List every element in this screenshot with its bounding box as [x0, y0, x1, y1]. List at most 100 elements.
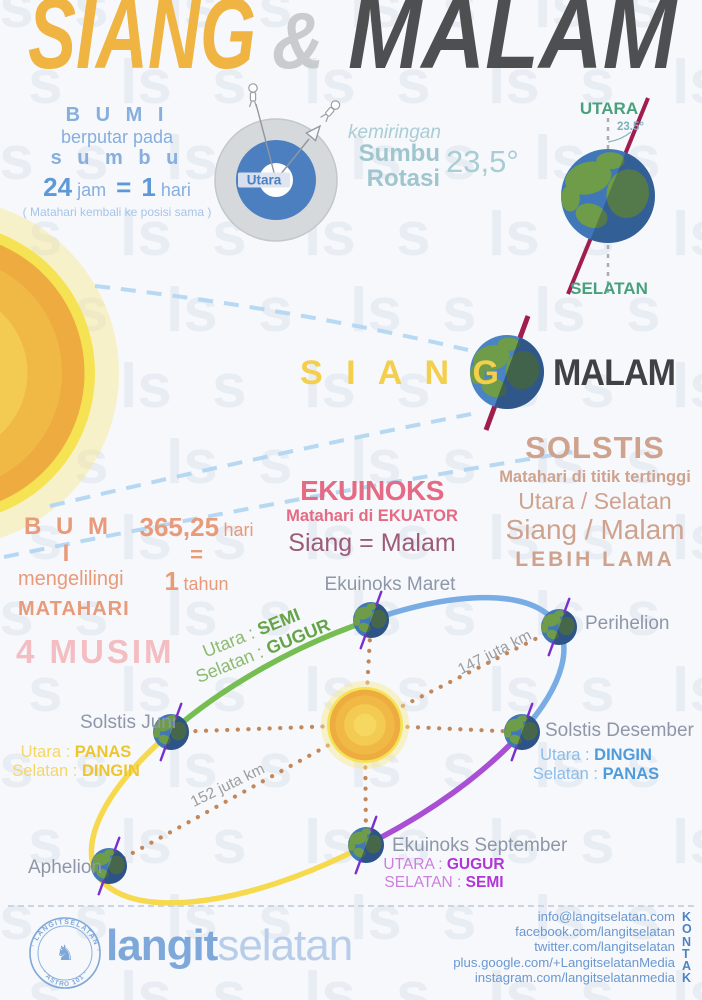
globe-selatan-label: SELATAN	[570, 279, 648, 298]
rotation-1: 1	[141, 172, 156, 203]
earth-icon	[348, 815, 384, 875]
label-solstis-desember: Solstis Desember	[545, 720, 694, 741]
person-upright-icon	[248, 83, 258, 108]
rotation-jam: jam	[77, 180, 107, 201]
arc-summer-north	[88, 729, 369, 906]
spinning-top-illustration: Utara	[214, 83, 341, 242]
arc-autumn-north	[363, 729, 525, 848]
langitselatan-badge: · LANGITSELATAN · · ASTRO 101 · ♞	[29, 917, 101, 989]
tilt-sumbu: Sumbu	[358, 140, 440, 168]
juni-utara-value: PANAS	[74, 743, 132, 761]
desember-selatan-value: PANAS	[602, 765, 660, 784]
globe-utara-label: UTARA	[579, 99, 639, 118]
solstis-line2: Utara / Selatan	[518, 488, 672, 515]
solstis-line1: Matahari di titik tertinggi	[499, 468, 691, 487]
solstis-line3: Siang / Malam	[505, 513, 685, 545]
ekuinoks-facts: EKUINOKS Matahari di EKUATOR Siang = Mal…	[272, 475, 472, 557]
malam-label: MALAM	[553, 352, 676, 393]
revolution-years: 1	[164, 566, 179, 597]
september-selatan-value: SEMI	[465, 874, 504, 892]
tilt-rotasi: Rotasi	[366, 164, 440, 192]
ekuinoks-line1: Matahari di EKUATOR	[286, 507, 458, 526]
orbit-diagram	[88, 590, 577, 906]
kontak-vertical-label: KONTAK	[682, 910, 692, 986]
earth-icon	[91, 836, 127, 896]
rotation-24: 24	[43, 172, 73, 203]
season-desember: Utara : DINGIN Selatan : PANAS	[526, 746, 666, 785]
earth-icon	[561, 149, 655, 243]
rotation-line2: berputar pada	[60, 126, 174, 147]
contact-googleplus[interactable]: plus.google.com/+LangitselatanMedia	[453, 954, 675, 970]
label-ekuinoks-maret: Ekuinoks Maret	[324, 574, 456, 595]
globe-angle-label: 23.5°	[617, 121, 644, 133]
september-utara-label: UTARA :	[383, 856, 447, 873]
badge-bottom-text: · ASTRO 101 ·	[41, 969, 89, 988]
wordmark-langit: langit	[106, 921, 218, 970]
arc-spring-north	[168, 617, 374, 735]
label-perihelion: Perihelion	[585, 613, 670, 634]
desember-utara-label: Utara :	[540, 746, 595, 764]
day-night-scene	[0, 207, 573, 559]
arc-winter-north	[368, 594, 567, 735]
rotation-facts: B U M I berputar pada s u m b u 24 jam =…	[22, 104, 212, 219]
contact-facebook[interactable]: facebook.com/langitselatan	[515, 924, 675, 940]
tilt-angle-value: 23,5°	[446, 144, 519, 179]
season-juni: Utara : PANAS Selatan : DINGIN	[11, 743, 141, 782]
solstis-line4: LEBIH LAMA	[515, 548, 675, 572]
ekuinoks-heading: EKUINOKS	[300, 475, 444, 506]
september-selatan-label: SELATAN :	[384, 874, 466, 892]
contact-email[interactable]: info@langitselatan.com	[537, 909, 675, 924]
juni-selatan-value: DINGIN	[81, 762, 140, 781]
earth-icon	[504, 702, 540, 762]
revolution-line2: mengelilingi	[18, 567, 124, 590]
label-ekuinoks-september: Ekuinoks September	[392, 835, 568, 856]
label-aphelion: Aphelion	[28, 857, 102, 878]
title-malam: MALAM	[348, 0, 677, 91]
ekuinoks-line2: Siang = Malam	[288, 528, 456, 557]
september-utara-value: GUGUR	[446, 856, 505, 873]
earth-icon	[353, 590, 389, 650]
langitselatan-wordmark: langitselatan	[106, 921, 353, 971]
rotation-equation: 24 jam = 1 hari	[22, 172, 212, 203]
revolution-line3: MATAHARI	[18, 598, 130, 621]
top-utara-label: Utara	[247, 173, 282, 188]
juni-utara-label: Utara :	[20, 743, 75, 761]
contact-instagram[interactable]: instagram.com/langitselatanmedia	[474, 969, 675, 985]
revolution-days-unit: hari	[223, 520, 254, 540]
sun-icon	[0, 207, 119, 539]
solstis-heading: SOLSTIS	[525, 430, 665, 465]
contact-twitter[interactable]: twitter.com/langitselatan	[534, 939, 675, 955]
page-title: SIANG & MALAM	[0, 0, 702, 92]
four-seasons-heading: 4 MUSIM	[16, 633, 175, 670]
earth-icon	[470, 335, 544, 409]
earth-icon	[541, 597, 577, 657]
title-ampersand: &	[272, 0, 325, 86]
siang-label: S I A N G	[300, 354, 506, 392]
season-september: UTARA : GUGUR SELATAN : SEMI	[374, 856, 514, 893]
revolution-years-unit: tahun	[183, 574, 229, 595]
revolution-equals: =	[190, 542, 203, 568]
orbit-earth-positions	[91, 590, 577, 896]
rotation-heading: B U M I	[65, 104, 169, 126]
rotation-line3: s u m b u	[50, 147, 184, 170]
centaur-icon: ♞	[56, 942, 75, 965]
label-solstis-juni: Solstis Juni	[80, 712, 177, 733]
revolution-days: 365,25	[139, 512, 220, 542]
sun-icon	[320, 680, 410, 770]
footer-divider	[8, 905, 694, 907]
desember-utara-value: DINGIN	[594, 746, 652, 764]
title-siang: SIANG	[28, 0, 257, 91]
tilt-pre: kemiringan	[348, 122, 441, 143]
wordmark-selatan: selatan	[217, 921, 353, 970]
solstis-facts: SOLSTIS Matahari di titik tertinggi Utar…	[495, 430, 695, 572]
svg-text:· ASTRO 101 ·: · ASTRO 101 ·	[41, 969, 90, 988]
earth-icon	[153, 702, 189, 762]
tilted-earth-illustration	[561, 97, 655, 295]
rotation-equals: =	[116, 172, 132, 203]
revolution-heading: B U M I	[24, 513, 112, 567]
revolution-facts: B U M I mengelilingi MATAHARI 365,25 har…	[18, 512, 259, 621]
rotation-note: ( Matahari kembali ke posisi sama )	[22, 204, 212, 219]
juni-selatan-label: Selatan :	[12, 762, 82, 781]
contact-list: info@langitselatan.com facebook.com/lang…	[395, 909, 675, 985]
